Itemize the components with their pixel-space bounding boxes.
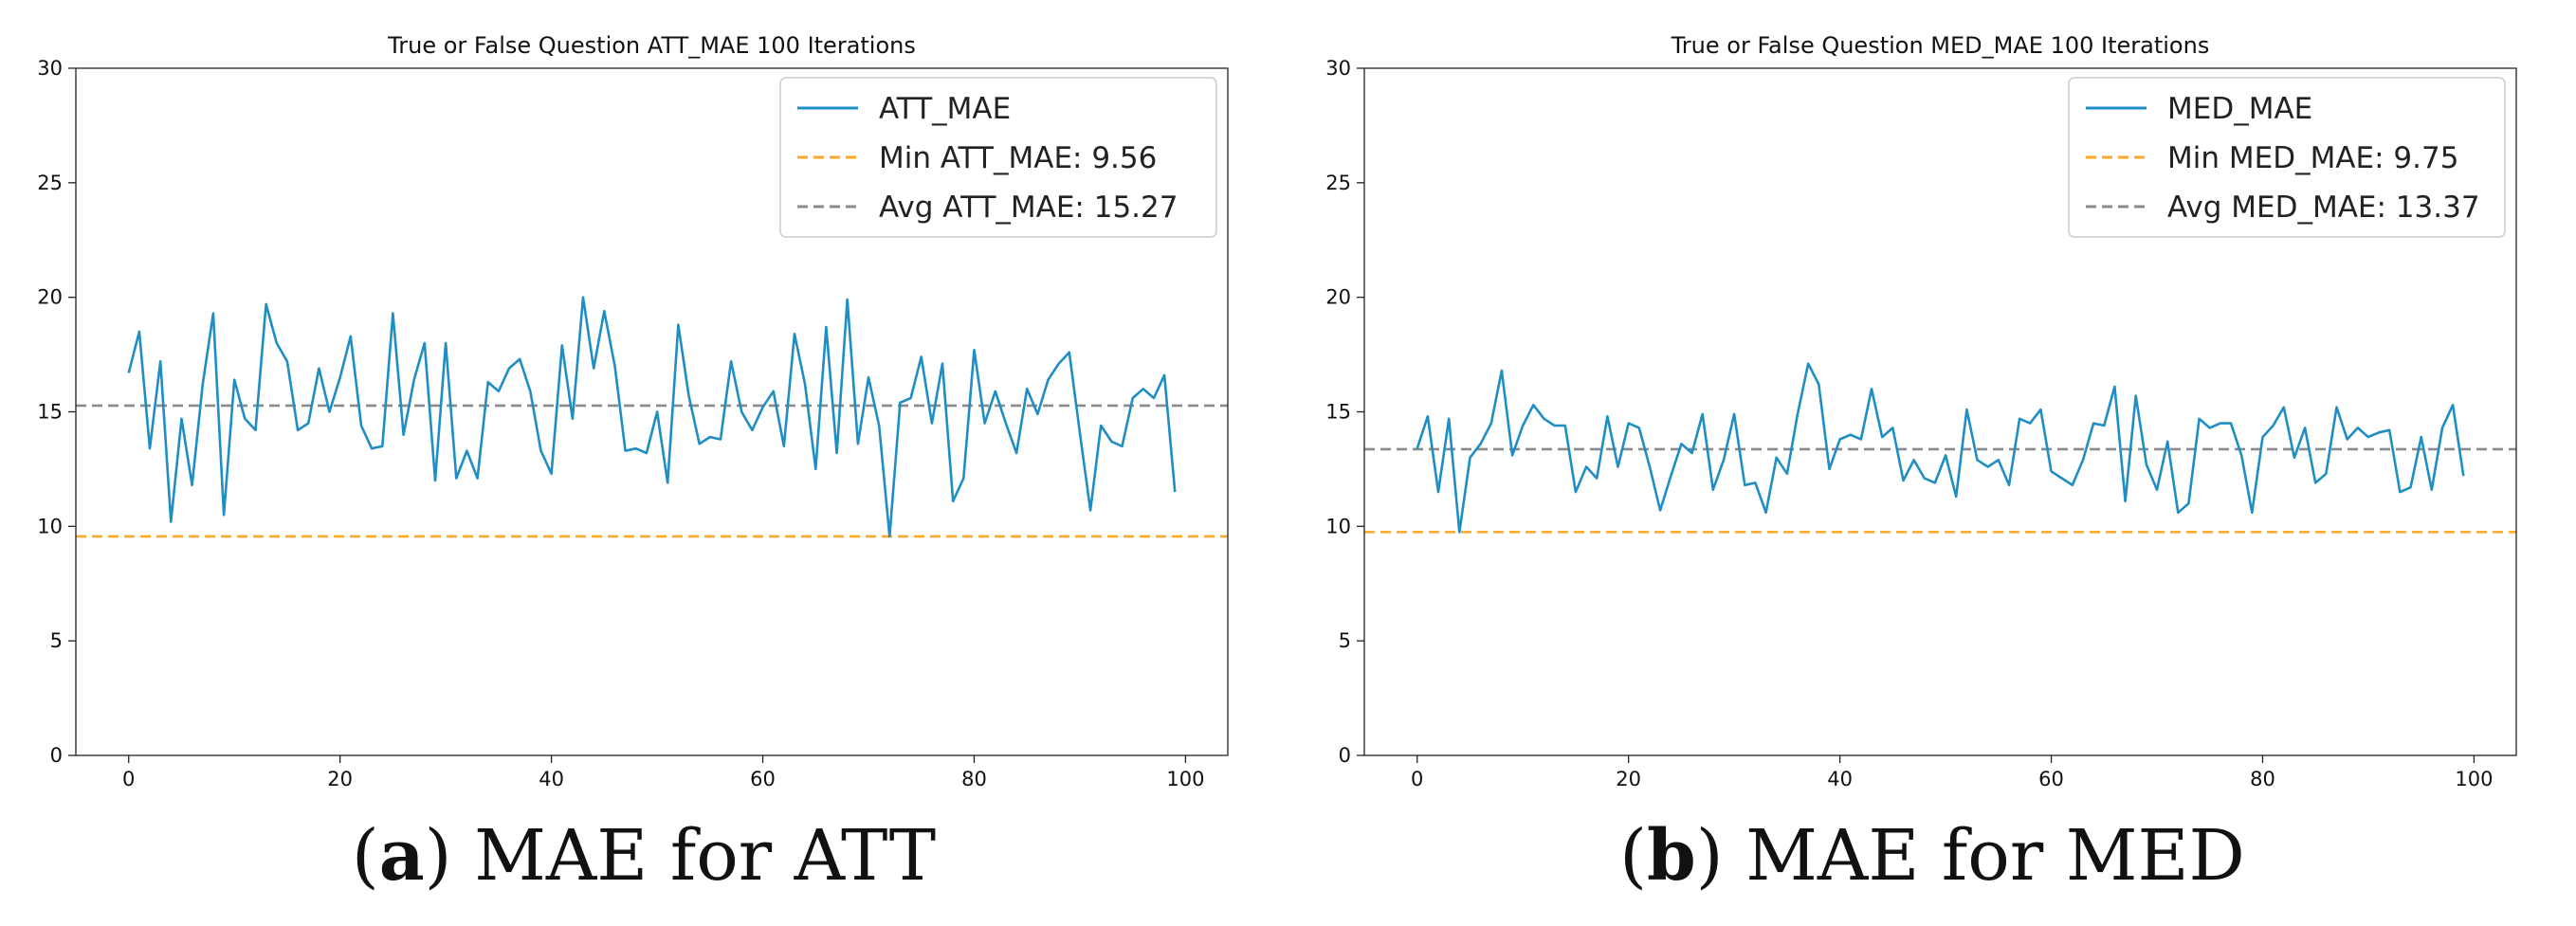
chart-a-legend-label-0: ATT_MAE: [879, 92, 1011, 126]
chart-a-legend-label-1: Min ATT_MAE: 9.56: [879, 141, 1157, 175]
caption-b-letter: b: [1647, 815, 1696, 897]
chart-a-ytick-label: 20: [37, 286, 63, 309]
chart-a-legend-box: [779, 77, 1217, 238]
caption-a-letter: a: [378, 815, 425, 897]
chart-a-legend-label-2: Avg ATT_MAE: 15.27: [879, 191, 1178, 225]
caption-b-text: MAE for MED: [1745, 815, 2245, 897]
chart-a-title: True or False Question ATT_MAE 100 Itera…: [387, 32, 916, 59]
chart-a-xtick-label: 40: [539, 768, 564, 790]
chart-a-xtick-label: 0: [122, 768, 135, 790]
chart-a-ytick-label: 25: [37, 172, 63, 194]
caption-a: (a) MAE for ATT: [351, 815, 937, 897]
chart-b-legend-box: [2068, 77, 2506, 238]
chart-b-xtick-label: 60: [2038, 768, 2064, 790]
chart-b-legend-label-2: Avg MED_MAE: 13.37: [2167, 191, 2480, 225]
chart-b-ytick-label: 0: [1339, 744, 1351, 767]
caption-b: (b) MAE for MED: [1619, 815, 2245, 897]
chart-a-ytick-label: 10: [37, 515, 63, 537]
chart-b-title: True or False Question MED_MAE 100 Itera…: [1671, 32, 2210, 59]
chart-b-legend-label-0: MED_MAE: [2167, 92, 2312, 126]
chart-b-xtick-label: 0: [1411, 768, 1423, 790]
chart-b-ytick-label: 25: [1325, 172, 1351, 194]
chart-a-series-line-att-mae: [127, 296, 1177, 538]
chart-b-xtick-label: 80: [2250, 768, 2275, 790]
chart-b-ytick-label: 30: [1325, 57, 1351, 80]
chart-a-xtick-label: 100: [1166, 768, 1204, 790]
chart-b-xtick-label: 20: [1616, 768, 1641, 790]
chart-b-xtick-label: 40: [1827, 768, 1853, 790]
chart-b-ytick-label: 5: [1339, 629, 1351, 652]
chart-b-ytick-label: 15: [1325, 401, 1351, 424]
chart-a-xtick-label: 80: [961, 768, 987, 790]
chart-b-ytick-label: 10: [1325, 515, 1351, 537]
chart-a-ytick-label: 15: [37, 401, 63, 424]
chart-a-xtick-label: 60: [750, 768, 776, 790]
chart-a-ytick-label: 5: [50, 629, 63, 652]
panel-a: True or False Question ATT_MAE 100 Itera…: [37, 32, 1229, 897]
chart-b: True or False Question MED_MAE 100 Itera…: [1325, 32, 2517, 790]
caption-a-text: MAE for ATT: [474, 815, 937, 897]
chart-a-ytick-label: 30: [37, 57, 63, 80]
chart-b-legend-label-1: Min MED_MAE: 9.75: [2167, 141, 2458, 175]
chart-a-xtick-label: 20: [327, 768, 353, 790]
chart-a-ytick-label: 0: [50, 744, 63, 767]
panel-b: True or False Question MED_MAE 100 Itera…: [1288, 0, 2576, 926]
chart-b-series-line-med-mae: [1416, 362, 2465, 534]
chart-a: True or False Question ATT_MAE 100 Itera…: [37, 32, 1229, 790]
chart-b-ytick-label: 20: [1325, 286, 1351, 309]
chart-b-xtick-label: 100: [2455, 768, 2493, 790]
